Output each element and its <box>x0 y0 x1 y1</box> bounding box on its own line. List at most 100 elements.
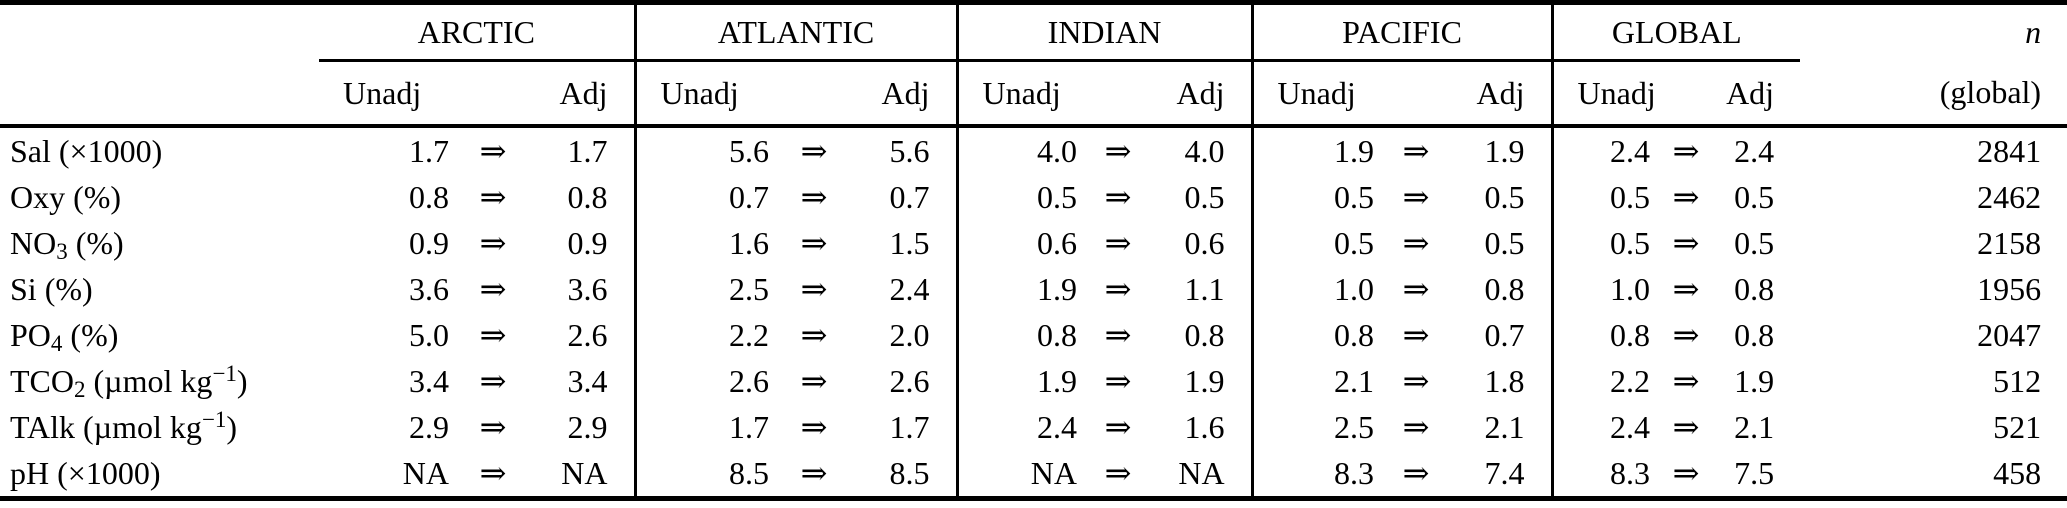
n-column-header: n <box>2025 14 2042 51</box>
adj-value: 0.5 <box>1734 224 1775 261</box>
double-arrow-icon: ⇒ <box>1402 133 1430 169</box>
double-arrow-icon: ⇒ <box>800 363 828 399</box>
unadj-value: 1.7 <box>633 404 776 450</box>
adj-value: 1.9 <box>1484 132 1525 169</box>
adj-value: 0.8 <box>1484 270 1525 307</box>
double-arrow-icon: ⇒ <box>479 271 507 307</box>
double-arrow-icon: ⇒ <box>1104 409 1132 445</box>
double-arrow-icon: ⇒ <box>479 455 507 491</box>
unadj-value: 0.5 <box>1550 174 1657 220</box>
adj-value: 1.1 <box>1184 270 1225 307</box>
double-arrow-icon: ⇒ <box>1672 317 1700 353</box>
double-arrow-icon: ⇒ <box>1104 179 1132 215</box>
unadj-value: 0.8 <box>409 178 449 215</box>
row-label: NO3 (%) <box>10 224 124 264</box>
unadj-value: NA <box>402 454 449 491</box>
table-row: Oxy (%) 0.8 ⇒ 0.8 0.7 ⇒ 0.7 0.5 ⇒ 0.5 0.5 ⇒ 0.5 0.5 ⇒ 0… <box>0 174 2067 220</box>
n-value: 521 <box>1993 408 2042 445</box>
adj-value: 7.4 <box>1484 454 1525 491</box>
adj-value: 2.6 <box>567 316 608 353</box>
unadj-value: 2.2 <box>1550 358 1657 404</box>
n-value: 2462 <box>1977 178 2042 215</box>
double-arrow-icon: ⇒ <box>1672 271 1700 307</box>
adj-value: 0.5 <box>1484 178 1525 215</box>
unadj-header-pacific: Unadj <box>1250 60 1381 128</box>
double-arrow-icon: ⇒ <box>800 455 828 491</box>
adj-value: 0.7 <box>1484 316 1525 353</box>
adj-header-atlantic: Adj <box>853 60 958 128</box>
unadj-value: 1.7 <box>409 132 449 169</box>
region-header-pacific: PACIFIC <box>1250 2 1553 62</box>
unadj-value: 3.6 <box>409 270 449 307</box>
table-row: pH (×1000) NA ⇒ NA 8.5 ⇒ 8.5 NA ⇒ NA 8.3 ⇒ 7.4 8.3 ⇒ 7.… <box>0 450 2067 499</box>
double-arrow-icon: ⇒ <box>800 133 828 169</box>
unadj-value: 1.9 <box>1250 126 1381 174</box>
adj-value: 5.6 <box>889 132 930 169</box>
double-arrow-icon: ⇒ <box>1402 271 1430 307</box>
row-label: Si (%) <box>10 270 93 307</box>
unadj-value: 2.4 <box>1550 404 1657 450</box>
unadj-value: 1.0 <box>1550 266 1657 312</box>
spacer-cell <box>1083 60 1154 128</box>
adj-value: 2.9 <box>567 408 608 445</box>
region-header-indian: INDIAN <box>955 2 1253 62</box>
adj-value: 8.5 <box>889 454 930 491</box>
double-arrow-icon: ⇒ <box>1402 409 1430 445</box>
unadj-value: 2.9 <box>409 408 449 445</box>
adj-value: 0.5 <box>1484 224 1525 261</box>
n-value: 2158 <box>1977 224 2042 261</box>
unadj-value: 0.8 <box>955 312 1084 358</box>
double-arrow-icon: ⇒ <box>1672 409 1700 445</box>
double-arrow-icon: ⇒ <box>479 317 507 353</box>
adj-value: 2.6 <box>889 362 930 399</box>
row-label: pH (×1000) <box>10 454 161 491</box>
double-arrow-icon: ⇒ <box>1402 317 1430 353</box>
adj-header-global: Adj <box>1716 60 1801 128</box>
table-row: TAlk (µmol kg−1) 2.9 ⇒ 2.9 1.7 ⇒ 1.7 2.4 ⇒ 1.6 2.5… <box>0 404 2067 450</box>
double-arrow-icon: ⇒ <box>1104 317 1132 353</box>
double-arrow-icon: ⇒ <box>479 225 507 261</box>
adj-value: 2.0 <box>889 316 930 353</box>
double-arrow-icon: ⇒ <box>1104 133 1132 169</box>
adj-value: NA <box>1178 454 1225 491</box>
double-arrow-icon: ⇒ <box>1104 363 1132 399</box>
row-label: PO4 (%) <box>10 316 119 356</box>
unadj-value: 1.9 <box>955 266 1084 312</box>
double-arrow-icon: ⇒ <box>800 179 828 215</box>
unadj-value: 0.5 <box>955 174 1084 220</box>
double-arrow-icon: ⇒ <box>1104 225 1132 261</box>
table-body: Sal (×1000) 1.7 ⇒ 1.7 5.6 ⇒ 5.6 4.0 ⇒ 4.0 1.9 ⇒ 1.9 2… <box>0 126 2067 499</box>
unadj-value: 2.2 <box>633 312 776 358</box>
unadj-value: 0.5 <box>1250 174 1381 220</box>
unadj-value: 2.4 <box>1550 126 1657 174</box>
double-arrow-icon: ⇒ <box>800 271 828 307</box>
unadj-value: 1.0 <box>1250 266 1381 312</box>
adj-header-pacific: Adj <box>1452 60 1553 128</box>
double-arrow-icon: ⇒ <box>1104 455 1132 491</box>
adj-value: 1.7 <box>567 132 608 169</box>
unadj-value: 3.4 <box>409 362 449 399</box>
unadj-value: 0.5 <box>1550 220 1657 266</box>
unadj-value: 0.5 <box>1250 220 1381 266</box>
corner-blank-cell <box>0 3 319 61</box>
double-arrow-icon: ⇒ <box>1402 455 1430 491</box>
double-arrow-icon: ⇒ <box>800 409 828 445</box>
double-arrow-icon: ⇒ <box>479 179 507 215</box>
spacer-cell <box>775 60 854 128</box>
adj-value: 3.6 <box>567 270 608 307</box>
double-arrow-icon: ⇒ <box>800 225 828 261</box>
adj-value: 4.0 <box>1184 132 1225 169</box>
adj-value: 1.6 <box>1184 408 1225 445</box>
adj-value: 1.9 <box>1734 362 1775 399</box>
unadj-value: NA <box>955 450 1084 499</box>
double-arrow-icon: ⇒ <box>479 409 507 445</box>
double-arrow-icon: ⇒ <box>479 363 507 399</box>
table-row: TCO2 (µmol kg−1) 3.4 ⇒ 3.4 2.6 ⇒ 2.6 1.9 ⇒ 1.9 2.1… <box>0 358 2067 404</box>
adj-value: 0.6 <box>1184 224 1225 261</box>
unadj-value: 2.5 <box>1250 404 1381 450</box>
adj-value: 1.8 <box>1484 362 1525 399</box>
unadj-value: 2.4 <box>955 404 1084 450</box>
adj-header-arctic: Adj <box>531 60 636 128</box>
double-arrow-icon: ⇒ <box>479 133 507 169</box>
